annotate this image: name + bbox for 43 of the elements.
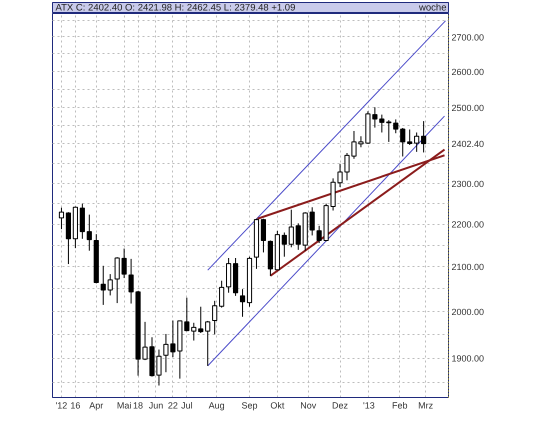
x-tick-label: Okt <box>270 400 285 410</box>
x-tick-label: '13 <box>363 400 375 410</box>
y-tick-label: 2100.00 <box>452 262 484 272</box>
x-tick-label: Feb <box>392 400 408 410</box>
candlestick <box>226 258 232 294</box>
chart-title: ATX C: 2402.40 O: 2421.98 H: 2462.45 L: 2379.48 +1.09 <box>56 2 296 14</box>
x-tick-label: Sep <box>242 400 258 410</box>
candlestick <box>316 225 322 244</box>
x-tick-label: '12 <box>56 400 68 410</box>
candlestick <box>156 349 162 386</box>
y-tick-label: 2200.00 <box>452 220 484 230</box>
candlestick <box>128 258 134 304</box>
candlestick <box>344 152 350 181</box>
x-tick-label: Apr <box>89 400 104 410</box>
x-tick-label: Jul <box>181 400 193 410</box>
candlestick <box>337 163 343 188</box>
candlestick <box>142 321 148 361</box>
candlestick <box>170 320 176 358</box>
candlestick <box>358 136 364 148</box>
y-tick-label: 2500.00 <box>452 102 484 113</box>
x-tick-label: Mrz <box>418 400 434 410</box>
y-tick-label: 2000.00 <box>452 306 484 317</box>
y-tick-label: 2402.40 <box>452 139 484 150</box>
x-tick-label: 22 <box>168 400 178 410</box>
candlestick <box>58 207 64 230</box>
x-tick-label: 16 <box>70 400 80 410</box>
candlestick <box>163 333 169 373</box>
candlestick <box>260 218 266 253</box>
candlestick <box>393 118 398 134</box>
x-tick-label: Nov <box>300 400 317 410</box>
x-tick-label: Jun <box>148 400 164 410</box>
x-tick-label: 18 <box>133 400 144 410</box>
x-tick-label: Mai <box>116 400 132 410</box>
y-tick-label: 1900.00 <box>452 354 484 364</box>
x-tick-label: Dez <box>332 400 349 410</box>
y-tick-label: 2700.00 <box>452 32 484 42</box>
chart-subtitle: woche <box>418 2 447 14</box>
candlestick <box>400 127 406 157</box>
candlestick <box>240 288 246 318</box>
x-tick-label: Aug <box>208 400 225 410</box>
candlestick <box>351 130 357 160</box>
y-tick-label: 2600.00 <box>452 66 484 77</box>
y-tick-label: 2300.00 <box>452 178 484 189</box>
